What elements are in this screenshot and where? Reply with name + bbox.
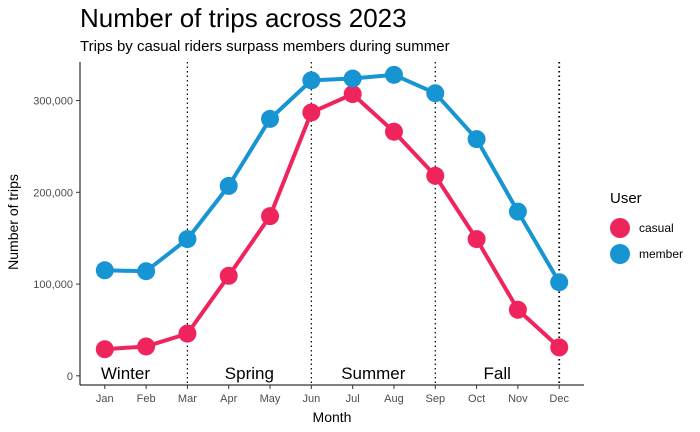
legend-swatch-casual [610,218,630,238]
x-tick-label: Oct [468,393,485,405]
member-point [137,262,156,281]
member-point [261,109,280,128]
casual-point [219,266,238,285]
y-axis-label: Number of trips [5,174,21,270]
x-tick-label: Jul [346,393,360,405]
member-point [219,176,238,195]
casual-point [261,207,280,226]
casual-point [302,103,321,122]
chart-title: Number of trips across 2023 [80,3,407,33]
x-tick-label: Jan [96,393,114,405]
x-tick-label: Jun [302,393,320,405]
member-point [95,261,114,280]
y-tick-label: 200,000 [33,187,73,199]
casual-point [384,122,403,141]
casual-point [508,300,527,319]
series-casual [95,85,569,359]
casual-point [550,338,569,357]
legend-label-casual: casual [639,221,674,235]
x-tick-label: Feb [137,393,156,405]
legend-item-member: member [610,241,683,267]
member-point [550,273,569,292]
legend-swatch-member [610,244,630,264]
x-tick-label: Dec [549,393,569,405]
member-point [467,130,486,149]
x-tick-label: Aug [384,393,404,405]
legend-label-member: member [639,247,684,261]
season-label: Winter [101,364,150,383]
member-point [508,202,527,221]
season-label: Summer [341,364,406,383]
member-point [343,69,362,88]
casual-line [104,92,561,352]
season-label: Fall [484,364,511,383]
member-line [104,72,561,284]
casual-point [178,324,197,343]
x-tick-label: Sep [425,393,445,405]
member-point [178,230,197,249]
series-member [95,65,569,292]
chart-subtitle: Trips by casual riders surpass members d… [80,38,450,55]
legend: User casual member [610,190,683,267]
legend-title: User [610,190,642,207]
x-tick-label: May [260,393,281,405]
x-tick-label: Apr [220,393,237,405]
casual-point [95,340,114,359]
x-tick-label: Nov [508,393,528,405]
member-point [384,65,403,84]
member-point [302,71,321,90]
y-tick-label: 300,000 [33,96,73,108]
x-axis-label: Month [313,409,352,425]
member-point [426,84,445,103]
casual-point [343,85,362,104]
x-tick-label: Mar [178,393,197,405]
season-label: Spring [225,364,274,383]
legend-item-casual: casual [610,215,683,241]
casual-point [137,337,156,356]
y-tick-label: 100,000 [33,279,73,291]
casual-point [426,166,445,185]
casual-point [467,230,486,249]
y-tick-label: 0 [67,371,73,383]
